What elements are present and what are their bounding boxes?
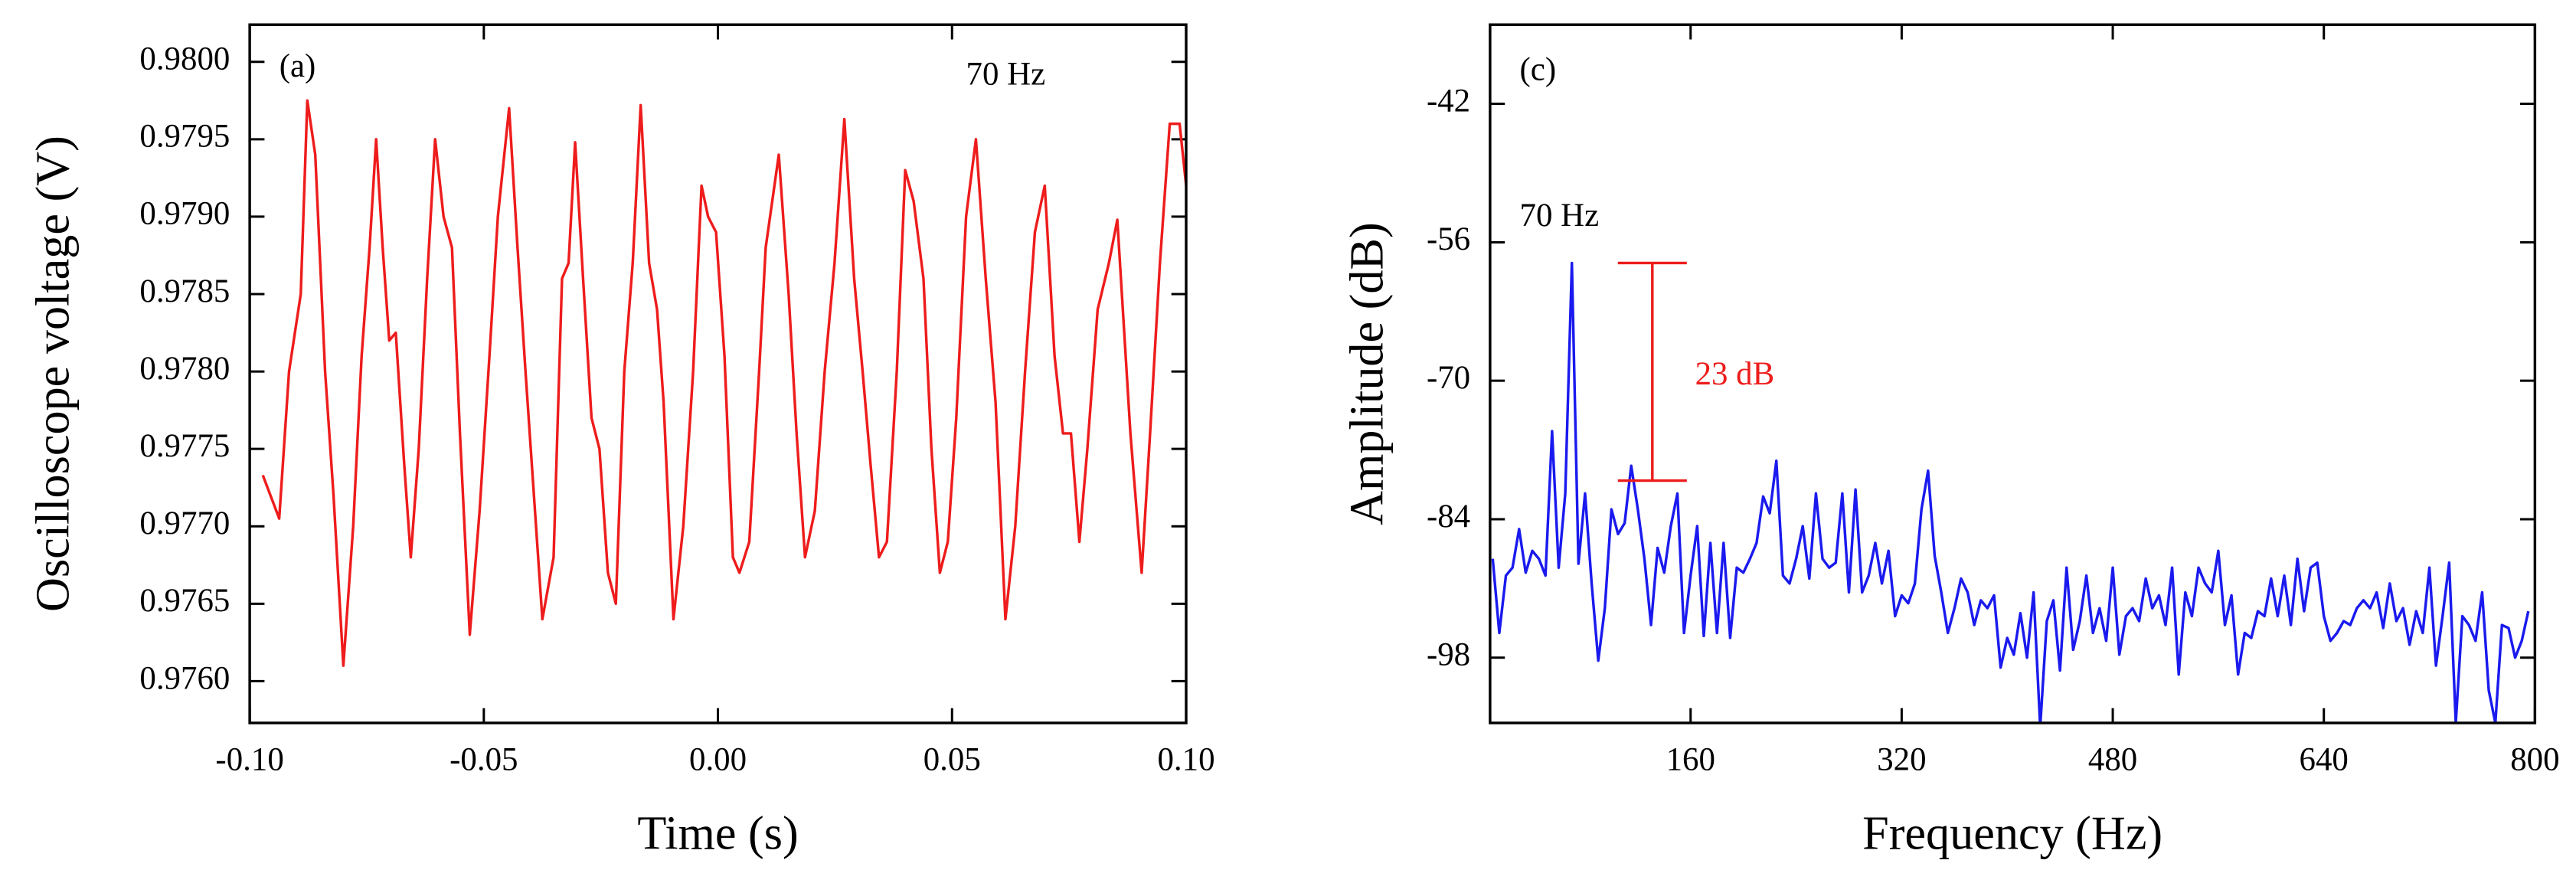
y-tick-label: -98: [1427, 637, 1470, 673]
y-axis-label: Amplitude (dB): [1342, 222, 1394, 525]
x-tick-label: 480: [2088, 741, 2137, 777]
data-line: [261, 99, 1186, 667]
annotation: 70 Hz: [966, 57, 1046, 93]
annotation: (c): [1520, 51, 1557, 87]
x-axis-label: Time (s): [637, 807, 798, 859]
x-tick-label: 320: [1877, 741, 1926, 777]
y-axis-label: Oscilloscope voltage (V): [27, 136, 79, 612]
x-tick-label: -0.05: [449, 741, 518, 777]
y-tick-label: -56: [1427, 221, 1470, 257]
y-tick-label: 0.9780: [139, 351, 230, 387]
data-line: [1491, 261, 2530, 724]
y-tick-label: 0.9790: [139, 196, 230, 232]
y-tick-label: 0.9770: [139, 505, 230, 541]
x-tick-label: 0.10: [1157, 741, 1214, 777]
marker-label: 23 dB: [1695, 356, 1775, 392]
y-tick-label: 0.9795: [139, 119, 230, 155]
x-tick-label: 640: [2300, 741, 2349, 777]
x-tick-label: -0.10: [215, 741, 283, 777]
y-tick-label: 0.9800: [139, 41, 230, 77]
x-tick-label: 160: [1666, 741, 1715, 777]
plot-frame: [248, 23, 1188, 724]
x-tick-label: 0.05: [924, 741, 981, 777]
plot-frame: [1489, 23, 2537, 724]
x-tick-label: 0.00: [689, 741, 747, 777]
y-tick-label: 0.9765: [139, 583, 230, 619]
y-tick-label: 0.9775: [139, 428, 230, 464]
y-tick-label: -84: [1427, 499, 1470, 535]
x-axis-label: Frequency (Hz): [1862, 807, 2162, 859]
annotation: (a): [280, 48, 316, 84]
y-tick-label: -42: [1427, 83, 1470, 119]
y-tick-label: 0.9760: [139, 660, 230, 696]
x-tick-label: 800: [2510, 741, 2559, 777]
y-tick-label: -70: [1427, 360, 1470, 396]
annotation: 70 Hz: [1520, 198, 1600, 234]
y-tick-label: 0.9785: [139, 273, 230, 309]
